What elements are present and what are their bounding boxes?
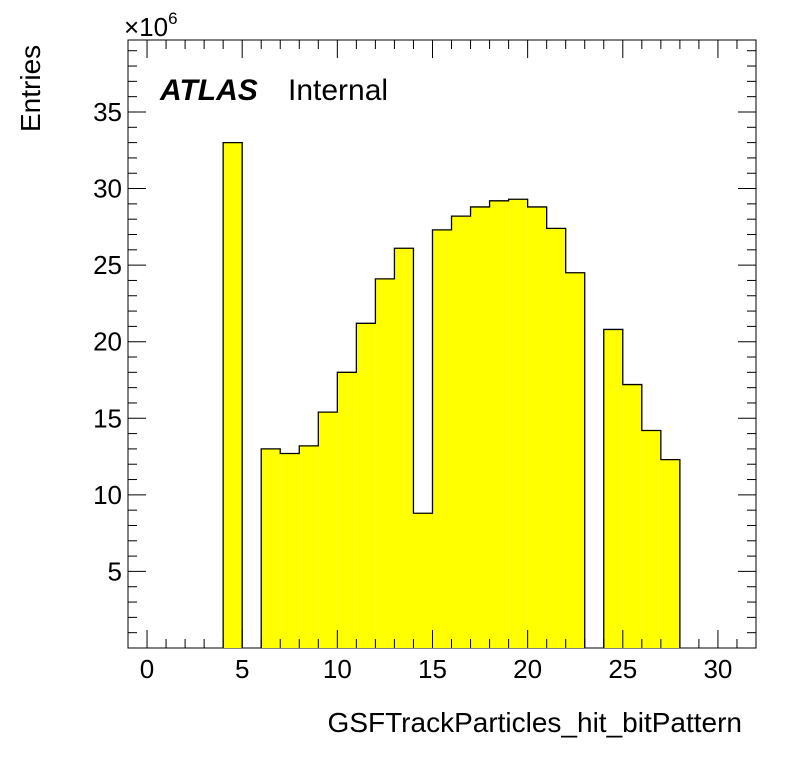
x-tick-labels: 0 5 10 15 20 25 30	[140, 654, 733, 684]
histogram-bar	[622, 384, 642, 648]
y-multiplier-base: ×10	[124, 12, 168, 42]
histogram-bar	[223, 142, 243, 649]
x-tick-label: 15	[418, 654, 447, 684]
histogram-bar	[641, 430, 661, 648]
histogram-bar	[299, 445, 319, 648]
y-tick-label: 15	[93, 403, 122, 433]
histogram-bar	[546, 228, 566, 648]
histogram-bar	[489, 200, 509, 649]
histogram-bar	[451, 216, 471, 648]
y-tick-labels: 5 10 15 20 25 30 35	[93, 97, 122, 586]
histogram-bar	[660, 459, 680, 648]
histogram-bar	[470, 206, 490, 648]
histogram-bar	[508, 199, 528, 648]
histogram-outline	[222, 141, 681, 648]
y-tick-label: 35	[93, 97, 122, 127]
histogram-bar	[394, 248, 414, 649]
histogram-bar	[375, 278, 395, 648]
histogram-bar	[432, 229, 452, 648]
axis-ticks	[127, 40, 757, 648]
histogram-bar	[337, 372, 357, 648]
x-tick-label: 10	[323, 654, 352, 684]
histogram-bar	[565, 272, 585, 648]
y-tick-label: 5	[108, 556, 122, 586]
internal-label: Internal	[288, 74, 388, 107]
y-multiplier: ×106	[124, 9, 178, 42]
x-tick-label: 20	[513, 654, 542, 684]
x-tick-label: 0	[140, 654, 154, 684]
x-tick-label: 30	[703, 654, 732, 684]
histogram-bar	[603, 329, 623, 648]
x-tick-label: 25	[608, 654, 637, 684]
histogram-bars	[222, 141, 681, 649]
y-tick-label: 10	[93, 480, 122, 510]
histogram-bar	[280, 453, 300, 648]
x-axis-title: GSFTrackParticles_hit_bitPattern	[328, 707, 742, 738]
atlas-label: ATLAS	[159, 74, 258, 107]
histogram-bar	[527, 206, 547, 648]
y-tick-label: 30	[93, 174, 122, 204]
x-tick-label: 5	[235, 654, 249, 684]
y-tick-label: 25	[93, 250, 122, 280]
histogram-bar	[356, 323, 376, 648]
y-multiplier-exponent: 6	[168, 9, 177, 28]
y-axis-title: Entries	[15, 45, 46, 132]
histogram-bar	[413, 513, 433, 648]
histogram-bar	[261, 448, 281, 648]
y-tick-label: 20	[93, 327, 122, 357]
histogram-bar	[318, 412, 338, 648]
